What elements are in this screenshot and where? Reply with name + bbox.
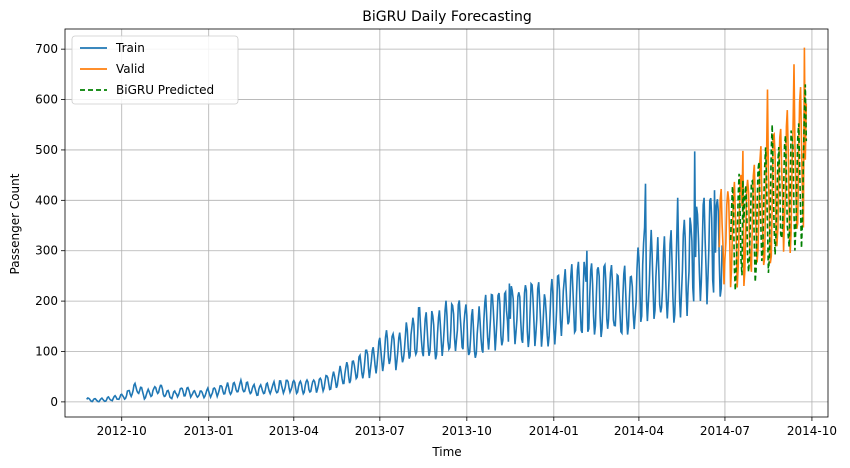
x-tick-label: 2014-07 <box>700 424 750 438</box>
plot-area: 2012-10 2013-01 2013-04 2013-07 2013-10 2014-… <box>35 28 837 438</box>
y-tick-label: 600 <box>35 93 58 107</box>
x-tick-label: 2012-10 <box>97 424 147 438</box>
x-tick-label: 2014-10 <box>787 424 837 438</box>
axes-frame <box>64 28 829 418</box>
legend-label: Valid <box>116 62 145 76</box>
legend: Train Valid BiGRU Predicted <box>71 35 239 105</box>
y-tick-label: 0 <box>50 395 58 409</box>
y-tick-label: 300 <box>35 244 58 258</box>
x-tick-label: 2013-10 <box>442 424 492 438</box>
x-axis-title: Time <box>431 445 461 459</box>
chart-title: BiGRU Daily Forecasting <box>362 9 532 25</box>
x-tick-label: 2013-07 <box>355 424 405 438</box>
y-tick-label: 400 <box>35 193 58 207</box>
y-tick-label: 100 <box>35 344 58 358</box>
y-tick-label: 200 <box>35 294 58 308</box>
legend-label: Train <box>115 41 145 55</box>
x-tick-label: 2013-04 <box>269 424 319 438</box>
y-axis-title: Passenger Count <box>8 173 22 274</box>
series-line-train <box>86 151 723 403</box>
y-tick-label: 700 <box>35 42 58 56</box>
x-tick-label: 2014-01 <box>529 424 579 438</box>
x-tick-label: 2013-01 <box>184 424 234 438</box>
series-line-bigru-predicted <box>729 84 808 291</box>
legend-box <box>71 35 239 105</box>
x-tick-label: 2014-04 <box>614 424 664 438</box>
y-tick-label: 500 <box>35 143 58 157</box>
legend-label: BiGRU Predicted <box>116 83 214 97</box>
